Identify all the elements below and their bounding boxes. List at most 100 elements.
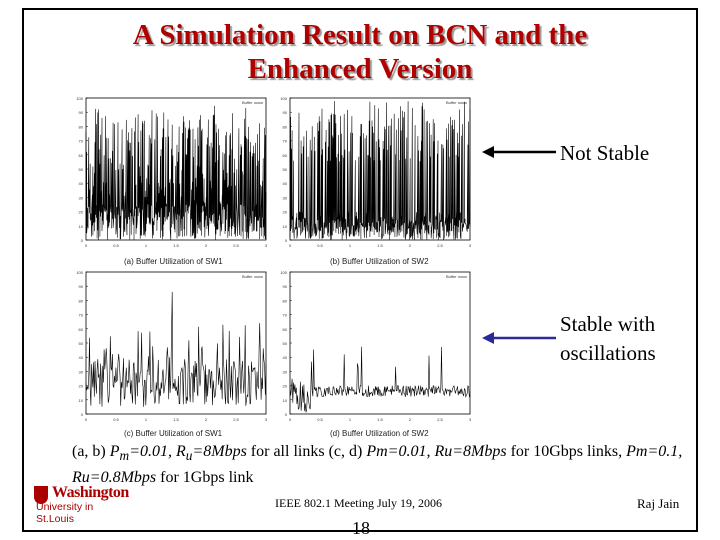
plot-d-xtick: 0.5: [317, 417, 323, 422]
plot-d-ytick: 100: [280, 270, 287, 275]
plot-d-ytick: 0: [285, 412, 288, 417]
plot-a-ytick: 0: [81, 238, 84, 243]
plot-a: 100 90 80 70 60 50 40 30 20 10 0 0 0.5 1 1.5 2 2.5 3 Buffe…: [64, 92, 274, 266]
slide-frame: [22, 8, 698, 532]
plot-a-ytick: 100: [76, 96, 83, 101]
shield-icon: [34, 486, 48, 504]
plot-d-xtick: 2.5: [437, 417, 443, 422]
plot-c-ytick: 20: [79, 384, 84, 389]
plot-d-ytick: 80: [283, 298, 288, 303]
note-pm-val: =0.01,: [129, 443, 176, 460]
plot-c-ytick: 40: [79, 355, 84, 360]
plot-c-xtick: 3: [265, 417, 268, 422]
plot-b-legend: Buffer: [446, 100, 457, 105]
plot-b-xtick: 2.5: [437, 243, 443, 248]
note-cd2: Pm=0.1, Ru=0.8Mbps: [72, 443, 683, 487]
plot-c-ytick: 70: [79, 313, 84, 318]
plot-d-ytick: 10: [283, 398, 288, 403]
plot-d-xtick: 1.5: [377, 417, 383, 422]
note-pm-sub: m: [119, 448, 130, 464]
plot-d-ytick: 90: [283, 284, 288, 289]
note-pm: P: [109, 443, 120, 460]
plot-c-xtick: 0: [85, 417, 88, 422]
plot-c-ytick: 30: [79, 369, 84, 374]
plot-d-legend: Buffer: [446, 274, 457, 279]
arrow-stable: [482, 332, 556, 344]
plot-d-xtick: 1: [349, 417, 352, 422]
plot-b-xtick: 0.5: [317, 243, 323, 248]
plot-d-ytick: 40: [283, 355, 288, 360]
plot-a-xtick: 3: [265, 243, 268, 248]
plot-b-ytick: 60: [283, 153, 288, 158]
plot-a-ytick: 30: [79, 195, 84, 200]
plot-c-xtick: 1: [145, 417, 148, 422]
plot-a-ytick: 10: [79, 224, 84, 229]
plot-b-xtick: 0: [289, 243, 292, 248]
plot-b-ytick: 30: [283, 195, 288, 200]
note-ru-val: =8Mbps: [192, 443, 247, 460]
plot-b-xtick: 2: [409, 243, 412, 248]
plot-a-series: [85, 105, 267, 240]
plot-d-series: [289, 346, 471, 413]
plot-b-ytick: 40: [283, 181, 288, 186]
slide-title: A Simulation Result on BCN and the Enhan…: [132, 19, 588, 85]
logo-line2: University in St.Louis: [36, 501, 94, 525]
label-stable-line2: oscillations: [560, 341, 656, 365]
plot-a-xtick: 0: [85, 243, 88, 248]
plot-c-ytick: 80: [79, 298, 84, 303]
plot-c-ytick: 10: [79, 398, 84, 403]
logo-line1: Washington: [52, 484, 129, 501]
plot-a-legend: Buffer: [242, 100, 253, 105]
plot-b-ytick: 90: [283, 110, 288, 115]
plot-d-ytick: 50: [283, 341, 288, 346]
plot-a-ytick: 70: [79, 139, 84, 144]
plot-d-ytick: 60: [283, 327, 288, 332]
plot-a-ytick: 80: [79, 124, 84, 129]
plot-a-xtick: 0.5: [113, 243, 119, 248]
arrow-not-stable: [482, 146, 556, 158]
plot-c-legend: Buffer: [242, 274, 253, 279]
plot-d-caption: (d) Buffer Utilization of SW2: [330, 429, 429, 438]
label-stable-line1: Stable with: [560, 312, 656, 336]
plot-c-caption: (c) Buffer Utilization of SW1: [124, 429, 223, 438]
plot-c-axes: [85, 271, 267, 415]
plot-c-ytick: 50: [79, 341, 84, 346]
plot-b-ytick: 70: [283, 139, 288, 144]
note-part4: for 1Gbps link: [156, 469, 254, 487]
plot-b-ytick: 10: [283, 224, 288, 229]
plot-c-xtick: 2.5: [233, 417, 239, 422]
note-part2: for all links (c, d): [246, 443, 367, 460]
plot-c-ytick: 60: [79, 327, 84, 332]
plot-d-ytick: 70: [283, 313, 288, 318]
plot-b-ytick: 0: [285, 238, 288, 243]
note-ru-sub: u: [185, 448, 193, 464]
plot-b-ytick: 50: [283, 167, 288, 172]
plot-a-ytick: 40: [79, 181, 84, 186]
plot-a-ytick: 60: [79, 153, 84, 158]
note-ru: R: [175, 443, 186, 460]
plot-c-ytick: 90: [79, 284, 84, 289]
washington-university-logo: Washington University in St.Louis: [34, 484, 134, 525]
plot-a-caption: (a) Buffer Utilization of SW1: [124, 257, 223, 266]
plot-c-ytick: 100: [76, 270, 83, 275]
plot-d-ytick: 30: [283, 369, 288, 374]
plot-b-caption: (b) Buffer Utilization of SW2: [330, 257, 429, 266]
parameter-note: (a, b) Pm=0.01, Ru=8Mbps for all links (…: [72, 441, 692, 489]
label-not-stable: Not Stable: [560, 141, 650, 165]
plot-d-xtick: 2: [409, 417, 412, 422]
plot-a-xtick: 1: [145, 243, 148, 248]
note-cd1: Pm=0.01, Ru=8Mbps: [366, 443, 507, 460]
plot-a-xtick: 2.5: [233, 243, 239, 248]
plot-b: 100 90 80 70 60 50 40 30 20 10 0 0 0.5 1 1.5 2 2.5 3 Buffe…: [268, 92, 478, 266]
plot-a-xtick: 1.5: [173, 243, 179, 248]
plot-c-series: [85, 291, 267, 407]
plot-d-xtick: 3: [469, 417, 472, 422]
plot-b-ytick: 20: [283, 210, 288, 215]
plot-a-ytick: 20: [79, 210, 84, 215]
plot-c-ytick: 0: [81, 412, 84, 417]
note-part3: for 10Gbps links,: [506, 443, 627, 460]
